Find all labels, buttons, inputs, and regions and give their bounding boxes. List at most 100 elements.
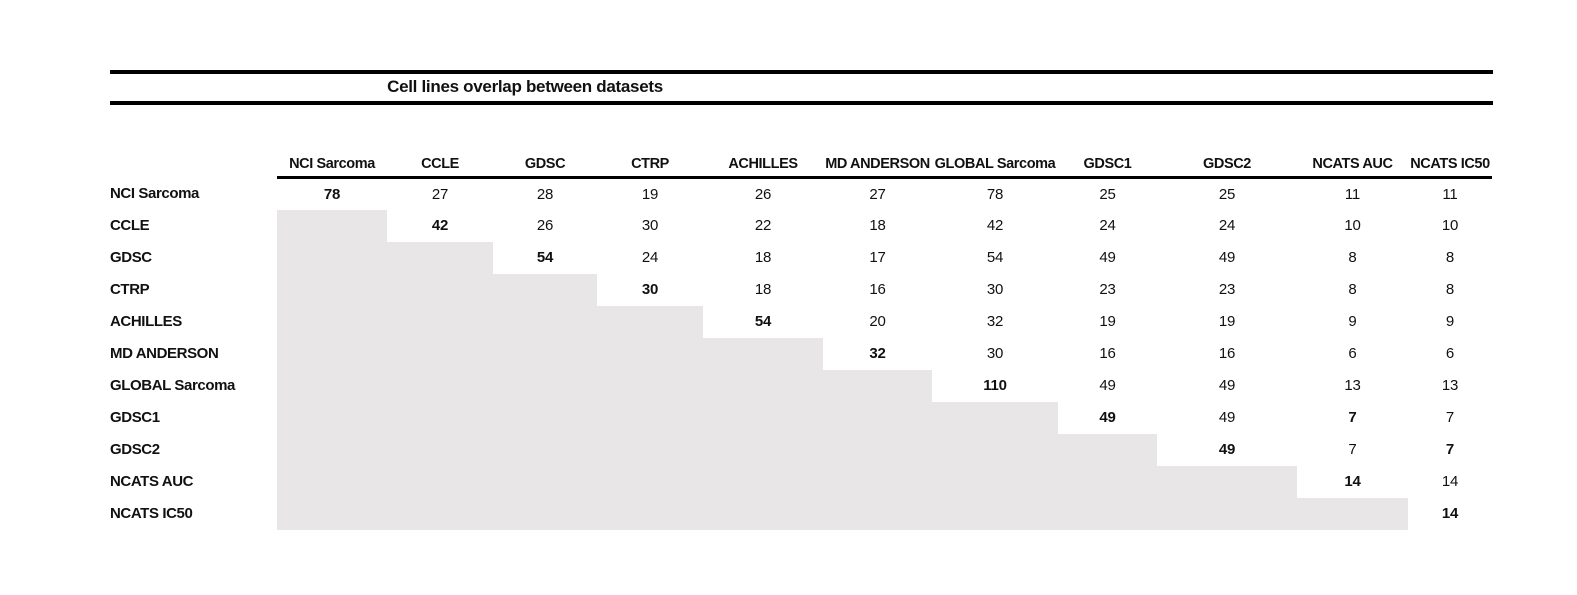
overlap-value-cell: 23	[1218, 281, 1236, 298]
empty-shaded-cell	[493, 337, 597, 370]
empty-shaded-cell	[387, 497, 493, 530]
overlap-value-cell: 42	[986, 217, 1004, 234]
empty-shaded-cell	[277, 305, 387, 338]
column-header: NCI Sarcoma	[277, 137, 387, 179]
row-label: CCLE	[110, 217, 150, 234]
row-label: GDSC1	[110, 409, 160, 426]
overlap-value-cell: 49	[1218, 377, 1236, 394]
overlap-value-cell: 27	[431, 185, 449, 203]
title-rule-top	[110, 70, 1493, 74]
row-label: GDSC2	[110, 441, 160, 458]
table-row: GLOBAL Sarcoma 110 49 49 13 13	[110, 369, 1492, 402]
empty-shaded-cell	[387, 337, 493, 370]
overlap-value-cell: 49	[1218, 441, 1236, 458]
column-header: NCATS IC50	[1408, 137, 1492, 179]
overlap-value-cell: 49	[1218, 409, 1236, 426]
overlap-value-cell: 110	[983, 377, 1007, 394]
empty-shaded-cell	[493, 465, 597, 498]
table-row: NCI Sarcoma 78 27 28 19 26 27 78 25 25 11 11	[110, 178, 1492, 210]
overlap-value-cell: 27	[869, 185, 886, 203]
header-row: NCI Sarcoma CCLE GDSC CTRP ACHILLES MD ANDERS…	[110, 137, 1492, 179]
row-label: CTRP	[110, 281, 150, 298]
overlap-value-cell: 49	[1099, 377, 1116, 394]
overlap-value-cell: 14	[1344, 473, 1361, 490]
empty-shaded-cell	[823, 401, 932, 434]
empty-shaded-cell	[277, 465, 387, 498]
overlap-value-cell: 19	[1099, 313, 1116, 330]
empty-shaded-cell	[387, 433, 493, 466]
overlap-value-cell: 24	[1218, 217, 1236, 234]
empty-shaded-cell	[493, 497, 597, 530]
table-row: ACHILLES 54 20 32 19 19 9 9	[110, 305, 1492, 338]
empty-shaded-cell	[597, 305, 703, 338]
empty-shaded-cell	[823, 497, 932, 530]
empty-shaded-cell	[597, 433, 703, 466]
empty-shaded-cell	[387, 305, 493, 338]
overlap-value-cell: 8	[1348, 281, 1357, 298]
empty-shaded-cell	[493, 433, 597, 466]
empty-shaded-cell	[387, 401, 493, 434]
empty-shaded-cell	[277, 369, 387, 402]
overlap-value-cell: 13	[1441, 377, 1459, 394]
empty-shaded-cell	[703, 465, 823, 498]
title-rule-bottom	[110, 101, 1493, 105]
empty-shaded-cell	[932, 401, 1058, 434]
overlap-value-cell: 26	[754, 185, 772, 203]
overlap-value-cell: 16	[869, 281, 886, 298]
table-row: GDSC1 49 49 7 7	[110, 401, 1492, 434]
overlap-value-cell: 78	[323, 185, 341, 203]
overlap-value-cell: 18	[754, 249, 772, 266]
row-label: NCATS AUC	[110, 473, 194, 490]
overlap-value-cell: 16	[1099, 345, 1116, 362]
empty-shaded-cell	[277, 273, 387, 306]
empty-shaded-cell	[703, 497, 823, 530]
row-label: GLOBAL Sarcoma	[110, 377, 235, 394]
overlap-value-cell: 19	[641, 185, 659, 203]
overlap-value-cell: 78	[986, 185, 1004, 203]
empty-shaded-cell	[387, 465, 493, 498]
overlap-value-cell: 28	[536, 185, 554, 203]
overlap-value-cell: 32	[869, 345, 886, 362]
overlap-value-cell: 54	[986, 249, 1004, 266]
overlap-value-cell: 25	[1099, 185, 1116, 203]
overlap-value-cell: 30	[986, 281, 1004, 298]
corner-cell	[110, 137, 277, 178]
overlap-value-cell: 14	[1441, 505, 1459, 522]
overlap-table: NCI Sarcoma CCLE GDSC CTRP ACHILLES MD ANDERS…	[110, 137, 1492, 530]
empty-shaded-cell	[277, 401, 387, 434]
overlap-value-cell: 8	[1348, 249, 1357, 266]
empty-shaded-cell	[387, 241, 493, 274]
overlap-value-cell: 32	[986, 313, 1004, 330]
overlap-value-cell: 6	[1445, 345, 1455, 362]
row-label: GDSC	[110, 249, 152, 266]
overlap-value-cell: 42	[431, 217, 449, 234]
empty-shaded-cell	[597, 337, 703, 370]
empty-shaded-cell	[597, 465, 703, 498]
empty-shaded-cell	[277, 209, 387, 242]
overlap-value-cell: 54	[754, 313, 772, 330]
overlap-value-cell: 11	[1344, 185, 1361, 203]
overlap-value-cell: 23	[1099, 281, 1116, 298]
empty-shaded-cell	[1297, 497, 1408, 530]
overlap-value-cell: 10	[1441, 217, 1459, 234]
column-header: CTRP	[597, 137, 703, 179]
empty-shaded-cell	[597, 401, 703, 434]
table-row: CCLE 42 26 30 22 18 42 24 24 10 10	[110, 209, 1492, 242]
overlap-value-cell: 8	[1445, 249, 1455, 266]
column-header: GLOBAL Sarcoma	[932, 137, 1058, 179]
empty-shaded-cell	[703, 433, 823, 466]
overlap-value-cell: 9	[1348, 313, 1357, 330]
empty-shaded-cell	[277, 497, 387, 530]
overlap-value-cell: 49	[1218, 249, 1236, 266]
overlap-value-cell: 22	[754, 217, 772, 234]
empty-shaded-cell	[1058, 497, 1157, 530]
overlap-value-cell: 7	[1445, 409, 1455, 426]
column-header: NCATS AUC	[1297, 137, 1408, 179]
overlap-value-cell: 54	[536, 249, 554, 266]
overlap-value-cell: 10	[1344, 217, 1361, 234]
row-label: NCI Sarcoma	[110, 185, 199, 202]
column-header: ACHILLES	[703, 137, 823, 179]
overlap-value-cell: 24	[1099, 217, 1116, 234]
table-row: GDSC 54 24 18 17 54 49 49 8 8	[110, 241, 1492, 274]
overlap-value-cell: 26	[536, 217, 554, 234]
